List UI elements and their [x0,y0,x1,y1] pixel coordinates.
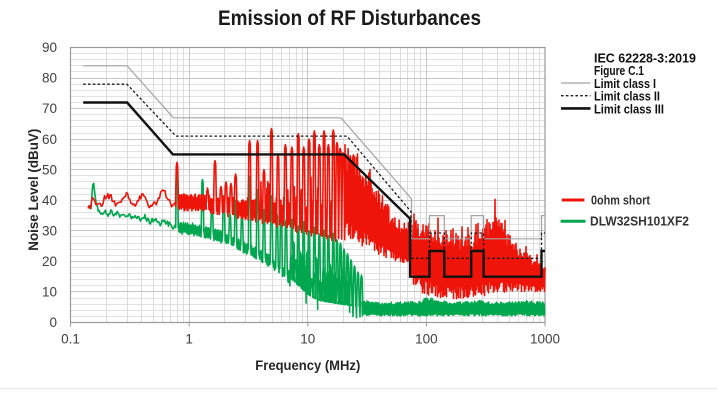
svg-text:Emission of RF Disturbances: Emission of RF Disturbances [218,7,481,30]
svg-text:Figure C.1: Figure C.1 [594,63,644,78]
svg-text:Limit class III: Limit class III [594,101,664,116]
svg-text:100: 100 [415,332,438,347]
svg-text:30: 30 [42,223,57,238]
svg-text:0.1: 0.1 [61,332,80,347]
svg-text:10: 10 [300,332,315,347]
svg-text:1000: 1000 [530,332,560,347]
svg-text:70: 70 [42,101,57,116]
svg-text:90: 90 [42,40,57,55]
svg-text:0: 0 [49,315,57,330]
svg-text:Frequency (MHz): Frequency (MHz) [255,358,360,373]
svg-text:40: 40 [42,193,57,208]
svg-text:IEC 62228-3:2019: IEC 62228-3:2019 [594,51,696,66]
svg-text:Limit class II: Limit class II [594,89,660,104]
svg-text:DLW32SH101XF2: DLW32SH101XF2 [590,214,689,229]
svg-text:Noise Level (dBuV): Noise Level (dBuV) [26,129,41,251]
svg-text:50: 50 [42,162,57,177]
svg-text:20: 20 [42,254,57,269]
svg-text:80: 80 [42,71,57,86]
svg-text:10: 10 [42,285,57,300]
svg-text:1: 1 [185,332,193,347]
svg-text:0ohm short: 0ohm short [591,192,651,207]
svg-text:60: 60 [42,132,57,147]
svg-text:Limit class I: Limit class I [594,76,656,91]
